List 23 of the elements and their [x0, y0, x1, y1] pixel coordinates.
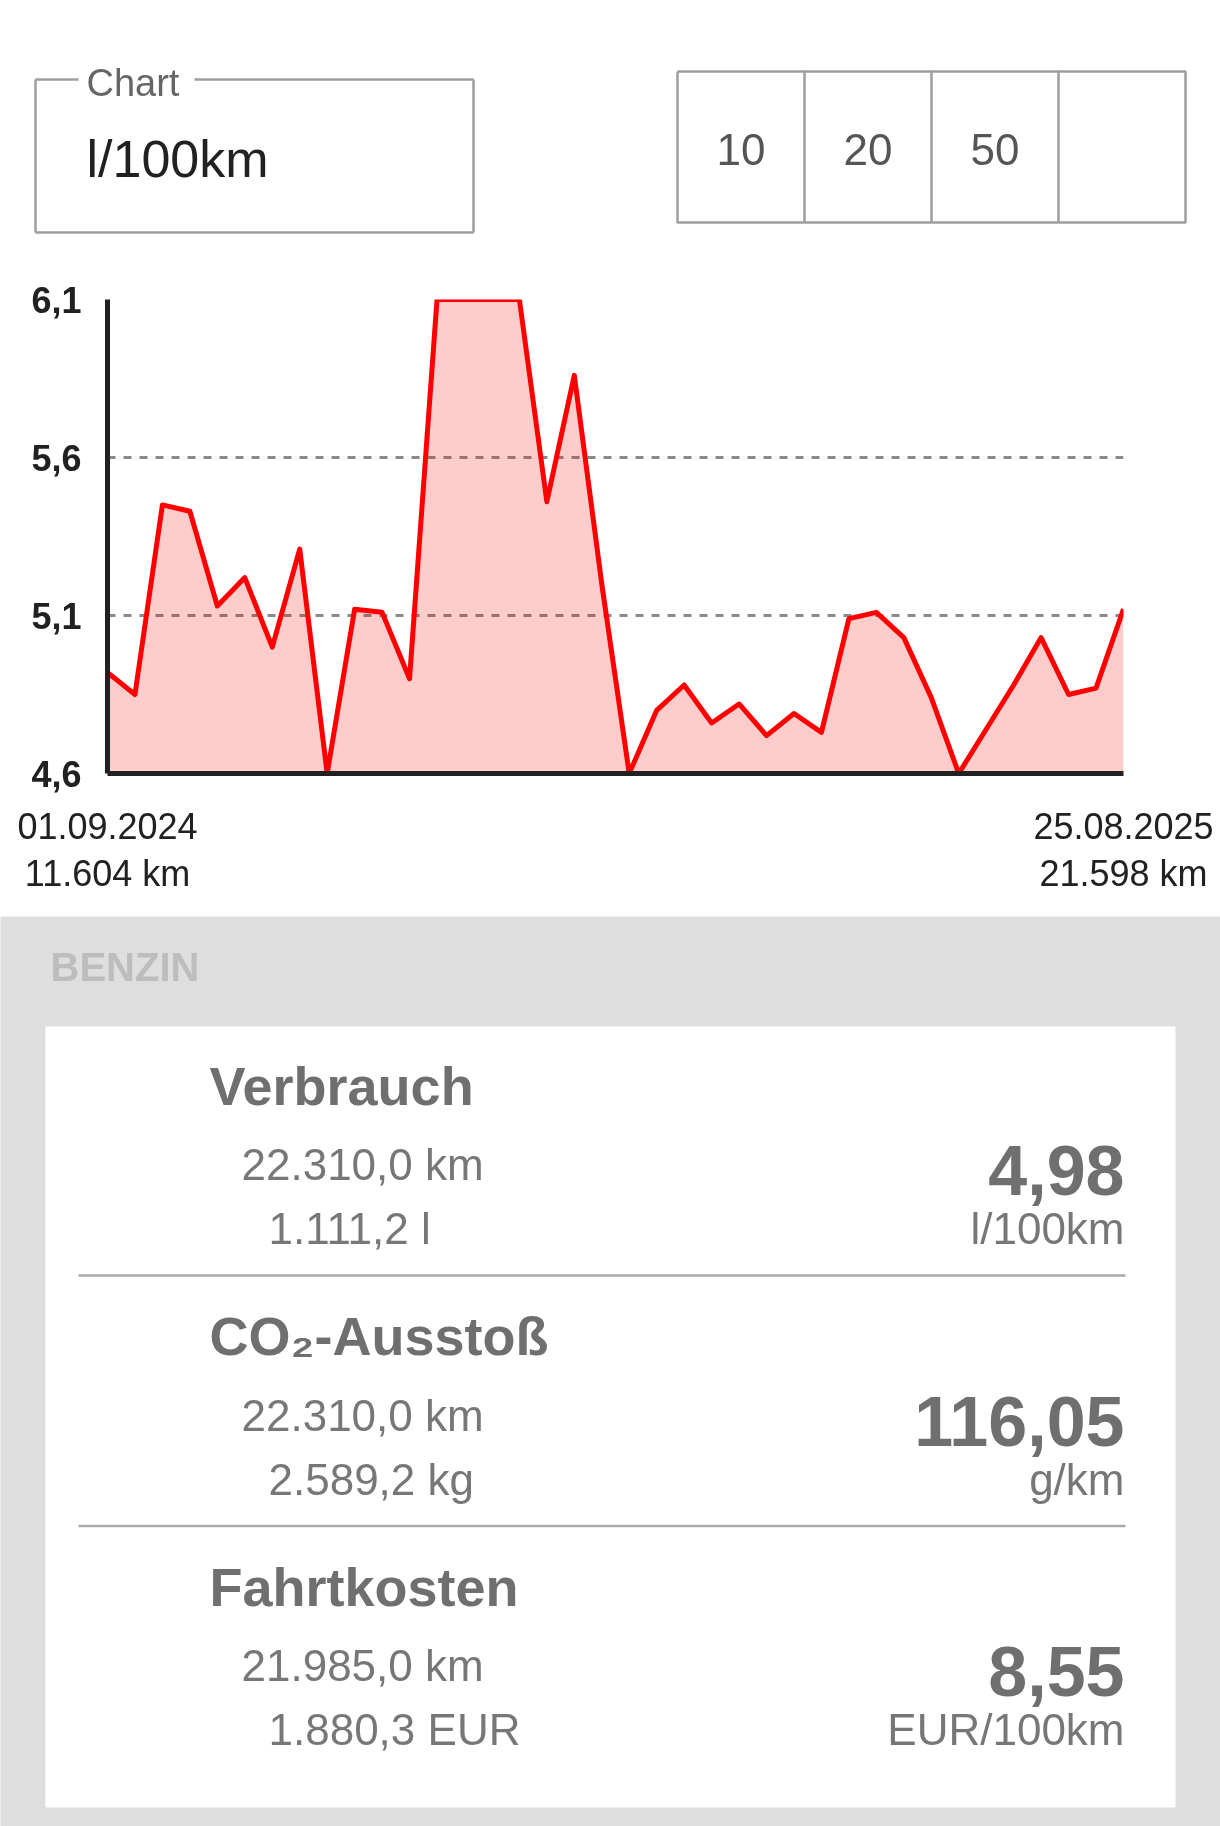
x-tick-label: 25.08.2025 21.598 km [1033, 805, 1214, 894]
text: 1.111,2 l [268, 1204, 431, 1253]
text: 8,55 [988, 1633, 1125, 1711]
y-tick-label: 4,6 [31, 753, 82, 795]
text: l/100km [86, 129, 269, 188]
text: 2.589,2 kg [268, 1454, 474, 1504]
text: 22.310,0 km [241, 1140, 484, 1189]
text: 50 [970, 125, 1020, 174]
text: Chart [86, 61, 180, 104]
text: 4,98 [988, 1132, 1125, 1210]
text: Verbrauch [209, 1055, 474, 1116]
text: CO₂-Ausstoß [209, 1306, 549, 1366]
x-tick-label: 01.09.2024 11.604 km [17, 805, 198, 894]
text: 10 [716, 125, 766, 174]
text: 116,05 [914, 1382, 1125, 1461]
text: 1.880,3 EUR [268, 1705, 521, 1754]
text: Fahrtkosten [209, 1556, 519, 1617]
y-tick-label: 5,1 [31, 595, 82, 637]
y-tick-label: 5,6 [31, 437, 82, 479]
text: 22.310,0 km [241, 1390, 484, 1440]
y-tick-label: 6,1 [31, 279, 82, 321]
text: 20 [843, 125, 893, 174]
text: 21.985,0 km [241, 1641, 484, 1690]
